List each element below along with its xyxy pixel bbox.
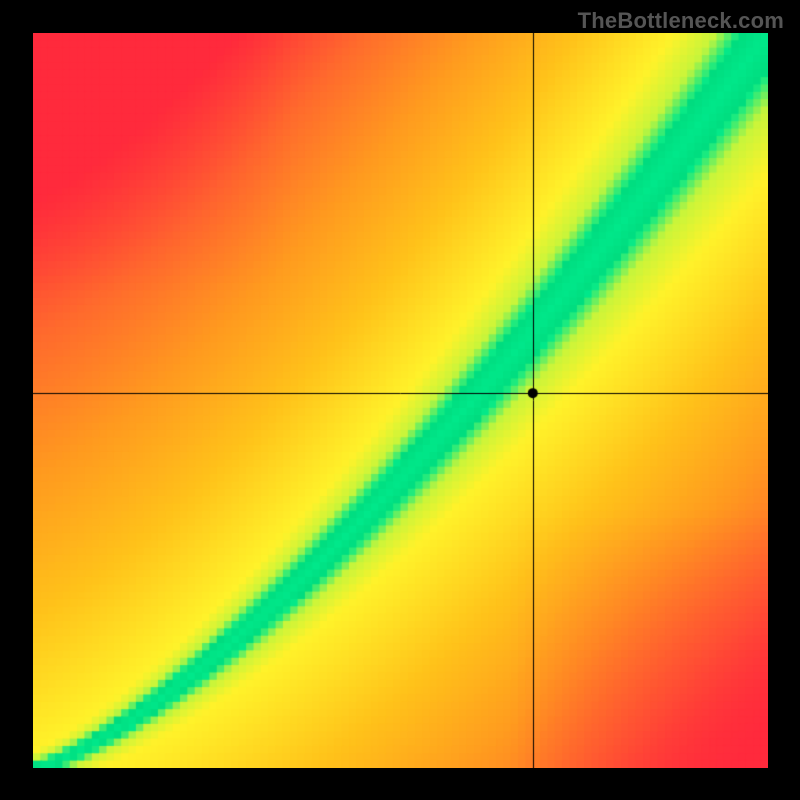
chart-stage: TheBottleneck.com (0, 0, 800, 800)
bottleneck-heatmap (33, 33, 768, 768)
watermark-label: TheBottleneck.com (578, 8, 784, 34)
